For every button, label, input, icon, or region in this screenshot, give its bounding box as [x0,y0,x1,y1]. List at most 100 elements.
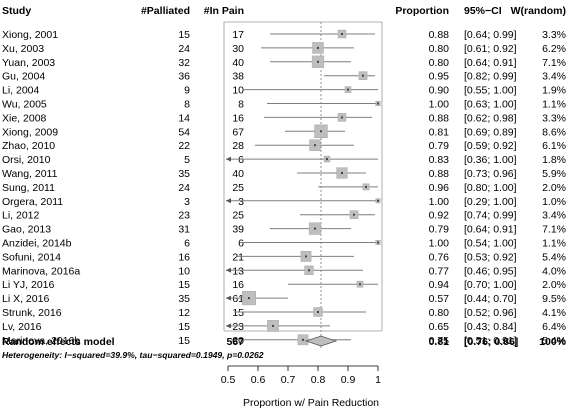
weight-value: 6.4% [542,321,566,333]
palliated-count: 3 [184,196,190,208]
in-pain-count: 10 [232,85,244,97]
ci-value: [0.63; 1.00] [464,99,517,111]
proportion-value: 0.96 [429,182,450,194]
ci-arrow [226,295,231,301]
palliated-count: 22 [178,140,190,152]
in-pain-count: 6 [238,238,244,250]
x-tick-label: 0.8 [311,374,326,386]
in-pain-count: 39 [232,224,244,236]
header-study: Study [2,5,31,17]
ci-value: [0.51; 0.91] [464,335,517,347]
point-estimate [314,144,316,147]
ci-value: [0.54; 1.00] [464,238,517,250]
palliated-count: 35 [178,168,190,180]
palliated-count: 35 [178,293,190,305]
x-tick-label: 1 [375,374,381,386]
proportion-value: 0.75 [429,335,450,347]
point-estimate [353,213,355,216]
point-estimate [377,199,379,202]
study-name: Lv, 2016 [2,321,42,333]
palliated-count: 15 [178,29,190,41]
study-name: Li, 2012 [2,210,40,222]
point-estimate [272,324,274,327]
weight-value: 3.4% [542,210,566,222]
weight-value: 3.3% [542,112,566,124]
summary-label: Random effects model [2,336,115,348]
summary-diamond [304,335,338,347]
weight-value: 7.1% [542,57,566,69]
weight-value: 1.8% [542,154,566,166]
proportion-value: 0.80 [429,307,450,319]
ci-value: [0.62; 0.98] [464,112,517,124]
weight-value: 3.4% [542,71,566,83]
study-name: Gao, 2013 [2,224,51,236]
study-name: Zhao, 2010 [2,140,55,152]
proportion-value: 0.95 [429,71,450,83]
summary-proportion: 0.81 [429,336,450,348]
proportion-value: 0.76 [429,251,450,263]
x-tick-label: 0.5 [221,374,236,386]
study-name: Li, 2004 [2,85,40,97]
in-pain-count: 20 [232,335,244,347]
weight-value: 2.0% [542,182,566,194]
proportion-value: 1.00 [429,196,450,208]
weight-value: 1.1% [542,238,566,250]
weight-value: 1.0% [542,196,566,208]
in-pain-count: 8 [238,99,244,111]
point-estimate [341,172,343,174]
point-estimate [248,297,250,300]
palliated-count: 31 [178,224,190,236]
weight-value: 3.3% [542,29,566,41]
study-name: Strunk, 2016 [2,307,62,319]
ci-value: [0.43; 0.84] [464,321,517,333]
palliated-count: 32 [178,57,190,69]
point-estimate [341,33,343,35]
in-pain-count: 23 [232,321,244,333]
weight-value: 1.1% [542,99,566,111]
palliated-count: 15 [178,279,190,291]
header-proportion: Proportion [395,5,449,17]
header-weight: W(random) [511,5,566,17]
ci-arrow [226,267,231,273]
weight-value: 4.0% [542,265,566,277]
in-pain-count: 15 [232,307,244,319]
in-pain-count: 16 [232,112,244,124]
x-tick-label: 0.7 [281,374,296,386]
header-ci: 95%−CI [464,5,502,17]
point-estimate [317,60,319,63]
header-palliated: #Palliated [141,5,190,17]
in-pain-count: 3 [238,196,244,208]
weight-value: 5.4% [542,251,566,263]
in-pain-count: 28 [232,140,244,152]
in-pain-count: 40 [232,168,244,180]
study-name: Xiong, 2001 [2,29,58,41]
summary-ci: [0.76; 0.86] [464,336,518,348]
ci-value: [0.53; 0.92] [464,251,517,263]
point-estimate [365,185,367,188]
ci-value: [0.52; 0.96] [464,307,517,319]
study-name: Yuan, 2003 [2,57,55,69]
palliated-count: 24 [178,182,190,194]
point-estimate [362,74,364,77]
point-estimate [314,227,316,230]
in-pain-count: 38 [232,71,244,83]
proportion-value: 0.79 [429,224,450,236]
study-name: Sung, 2011 [2,182,55,194]
ci-value: [0.55; 1.00] [464,85,517,97]
ci-value: [0.64; 0.91] [464,224,517,236]
weight-value: 5.4% [542,335,566,347]
study-name: Anzidei, 2014b [2,238,72,250]
ci-value: [0.46; 0.95] [464,265,517,277]
heterogeneity-note: Heterogeneity: I−squared=39.9%, tau−squa… [2,350,264,360]
in-pain-count: 17 [232,29,244,41]
in-pain-count: 40 [232,57,244,69]
palliated-count: 14 [178,112,190,124]
ci-value: [0.44; 0.70] [464,293,517,305]
proportion-value: 0.79 [429,140,450,152]
ci-value: [0.70; 1.00] [464,279,517,291]
study-name: Li YJ, 2016 [2,279,55,291]
ci-value: [0.64; 0.99] [464,29,517,41]
plot-marks [223,21,383,349]
point-estimate [317,46,319,49]
